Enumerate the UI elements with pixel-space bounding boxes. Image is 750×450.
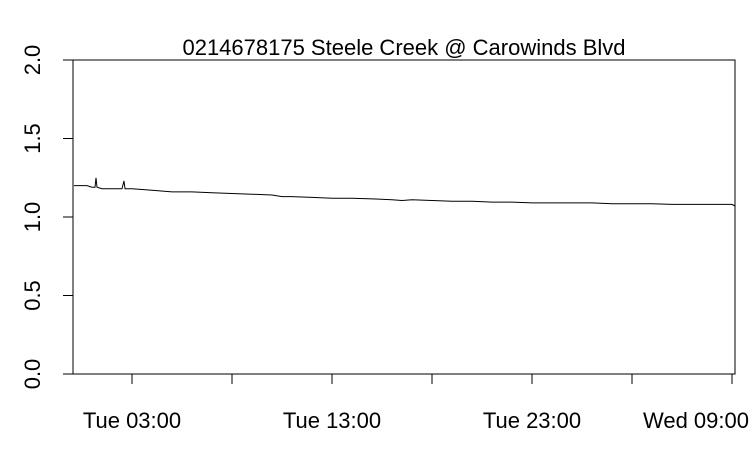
- y-tick-label: 0.0: [20, 359, 45, 390]
- x-axis: Tue 03:00 Tue 13:00 Tue 23:00 Wed 09:00: [83, 373, 749, 433]
- plot-area: [72, 59, 736, 375]
- x-tick-label: Tue 23:00: [483, 408, 581, 433]
- y-tick-label: 1.0: [20, 202, 45, 233]
- y-tick-label: 2.0: [20, 45, 45, 76]
- chart-title: 0214678175 Steele Creek @ Carowinds Blvd: [182, 35, 625, 60]
- y-axis: 0.0 0.5 1.0 1.5 2.0: [20, 45, 74, 390]
- y-tick-label: 0.5: [20, 280, 45, 311]
- x-tick-label: Wed 09:00: [643, 408, 749, 433]
- x-tick-label: Tue 03:00: [83, 408, 181, 433]
- y-tick-label: 1.5: [20, 123, 45, 154]
- series-line: [74, 177, 736, 207]
- series-layer: [74, 177, 736, 207]
- x-tick-label: Tue 13:00: [283, 408, 381, 433]
